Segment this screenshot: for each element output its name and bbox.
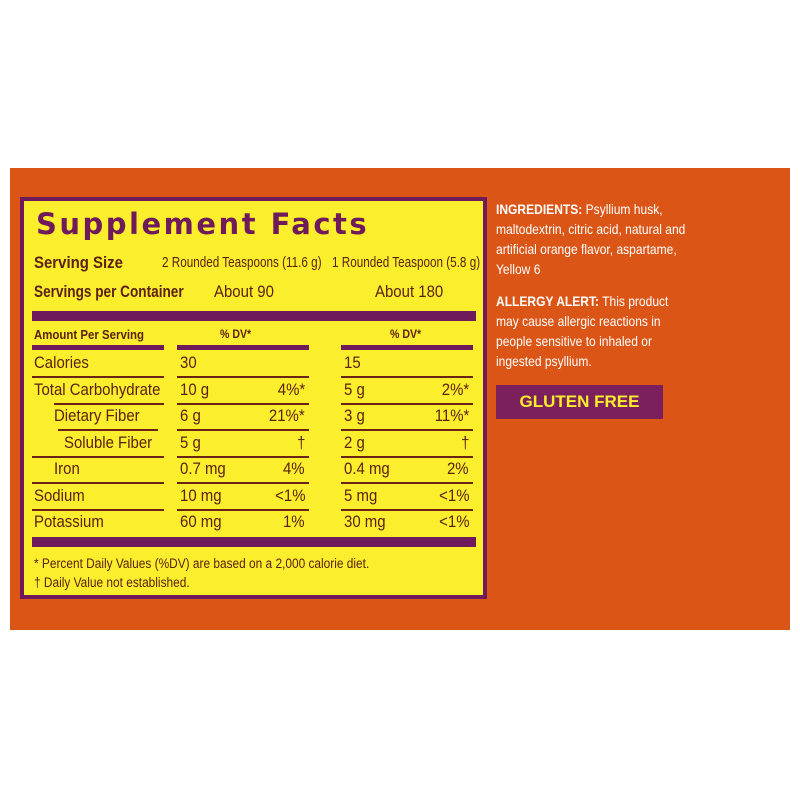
ingredients-text: Psyllium husk, maltodextrin, citric acid… [496,201,686,277]
dv-1: † [296,432,305,452]
divider [32,345,164,350]
nutrient-name: Soluble Fiber [64,432,153,452]
dv-1: 1% [283,512,305,531]
label-title: Supplement Facts [36,207,370,241]
allergy-label: ALLERGY ALERT: [496,293,600,309]
row-divider [32,482,164,484]
amount-2: 2 g [344,432,365,452]
dv-2: 2%* [441,379,469,399]
amount-1: 0.7 mg [180,459,226,478]
amount-2: 15 [344,353,361,372]
dv-1: 21%* [269,406,305,425]
allergy-alert: ALLERGY ALERT: This product may cause al… [496,291,690,371]
row-divider [32,508,164,511]
amount-2: 5 mg [344,485,378,505]
divider [177,345,309,350]
row-divider [177,429,309,431]
row-divider [177,508,309,511]
dv-2: <1% [438,485,469,505]
dv-2: 11%* [434,406,469,425]
amount-1: 30 [180,353,197,372]
serving-size-1: 2 Rounded Teaspoons (11.6 g) [162,254,322,271]
row-divider [341,508,473,511]
gluten-free-badge: GLUTEN FREE [496,385,663,419]
nutrient-name: Sodium [34,485,85,505]
row-divider [32,455,164,458]
divider-thick [32,537,476,547]
right-column: INGREDIENTS: Psyllium husk, maltodextrin… [496,199,726,419]
amount-1: 60 mg [180,512,222,531]
nutrient-name: Potassium [34,512,104,531]
serving-size-label: Serving Size [34,253,123,272]
serving-size-2: 1 Rounded Teaspoon (5.8 g) [332,254,481,271]
dv-1: 4% [283,459,305,478]
row-divider [341,402,473,405]
row-divider [341,482,473,484]
row-divider [341,376,473,378]
row-divider [58,429,158,431]
nutrient-name: Iron [54,459,80,478]
nutrient-name: Total Carbohydrate [34,379,161,399]
amount-2: 5 g [344,379,365,399]
servings-2: About 180 [375,282,444,301]
divider-thick [32,311,476,321]
footnote-dv: * Percent Daily Values (%DV) are based o… [34,556,370,571]
dv-1: 4%* [277,379,305,399]
amount-2: 3 g [344,406,365,425]
row-divider [341,455,473,458]
amount-1: 6 g [180,406,201,425]
amount-per-serving-header: Amount Per Serving [34,327,144,342]
dv-2: † [460,432,469,452]
amount-1: 10 mg [180,485,222,505]
ingredients-label: INGREDIENTS: [496,201,583,217]
amount-1: 10 g [180,379,210,399]
row-divider [177,402,309,405]
row-divider [177,455,309,458]
ingredients: INGREDIENTS: Psyllium husk, maltodextrin… [496,199,690,279]
dv-2: <1% [438,512,469,531]
row-divider [177,376,309,378]
row-divider [177,482,309,484]
nutrient-name: Calories [34,353,89,372]
amount-2: 0.4 mg [344,459,390,478]
dv-1: <1% [274,485,305,505]
row-divider [32,376,164,378]
allergy-text: This product may cause allergic reaction… [496,293,669,369]
dv-2: 2% [447,459,469,478]
row-divider [54,402,164,405]
dv-header-2: % DV* [390,327,422,341]
nutrient-name: Dietary Fiber [54,406,140,425]
supplement-facts-label: Supplement Facts Serving Size 2 Rounded … [20,197,487,599]
servings-1: About 90 [214,282,274,301]
amount-1: 5 g [180,432,201,452]
servings-label: Servings per Container [34,282,184,301]
footnote-dagger: † Daily Value not established. [34,575,190,590]
amount-2: 30 mg [344,512,386,531]
row-divider [341,429,473,431]
dv-header-1: % DV* [220,327,252,341]
divider [341,345,473,350]
